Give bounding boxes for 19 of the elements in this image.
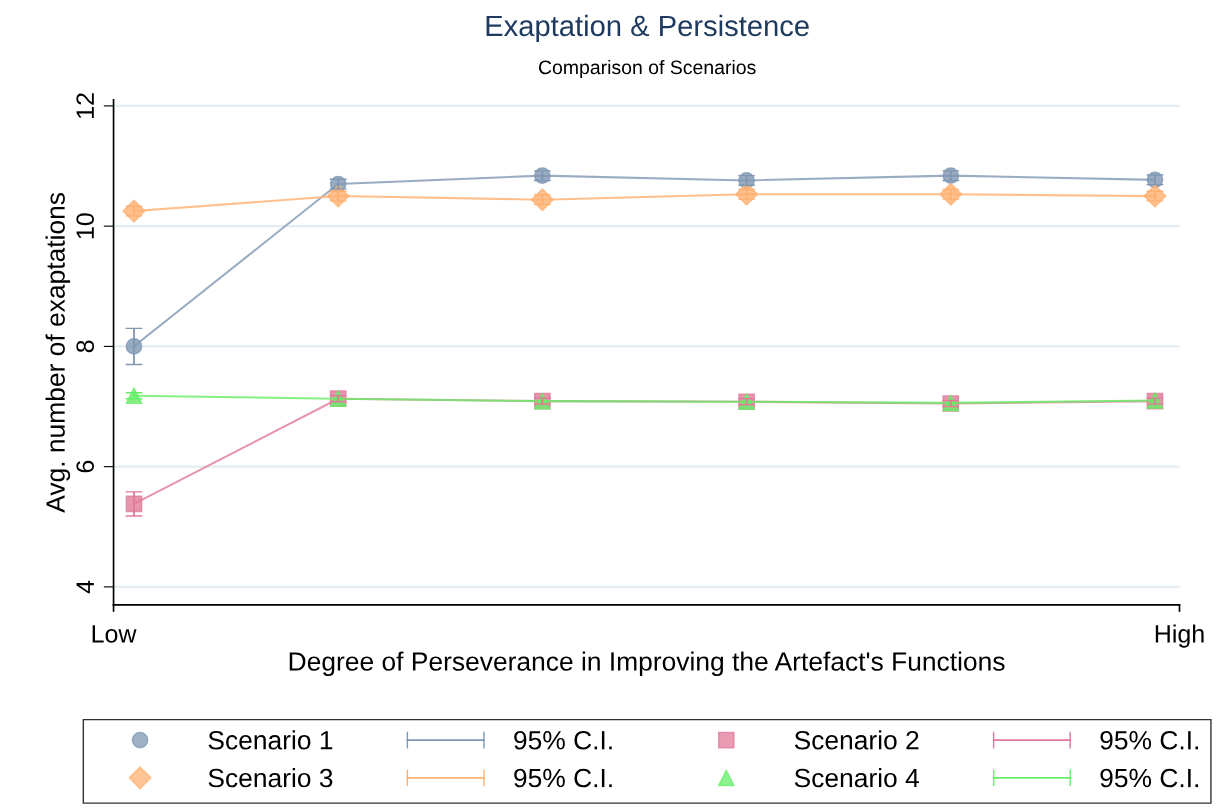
text: 95% C.I. [1100,768,1198,788]
legend-label: Scenario 3 [208,767,333,788]
text: 95% C.I. [1100,730,1198,750]
text: 95% C.I. [514,730,612,750]
y-tick-label: 10 [76,213,95,239]
y-tick-label: 12 [76,93,94,118]
legend-label: Scenario 2 [794,730,919,750]
y-tick-label: 6 [76,460,95,473]
text: 95% C.I. [514,768,612,788]
x-axis-title: Degree of Perseverance in Improving the Artefact's Functions [289,651,1005,677]
text: High [1155,624,1204,648]
chart-title: Exaptation & Persistence [486,14,809,43]
y-tick-label: 4 [76,580,94,594]
legend-label: Scenario 4 [794,767,919,788]
y-tick-label: 8 [76,340,95,353]
text: Low [92,625,137,643]
y-axis-title: Avg. number of exaptations [45,192,71,513]
chart-subtitle: Comparison of Scenarios [538,59,756,79]
legend-label: Scenario 1 [208,730,333,750]
